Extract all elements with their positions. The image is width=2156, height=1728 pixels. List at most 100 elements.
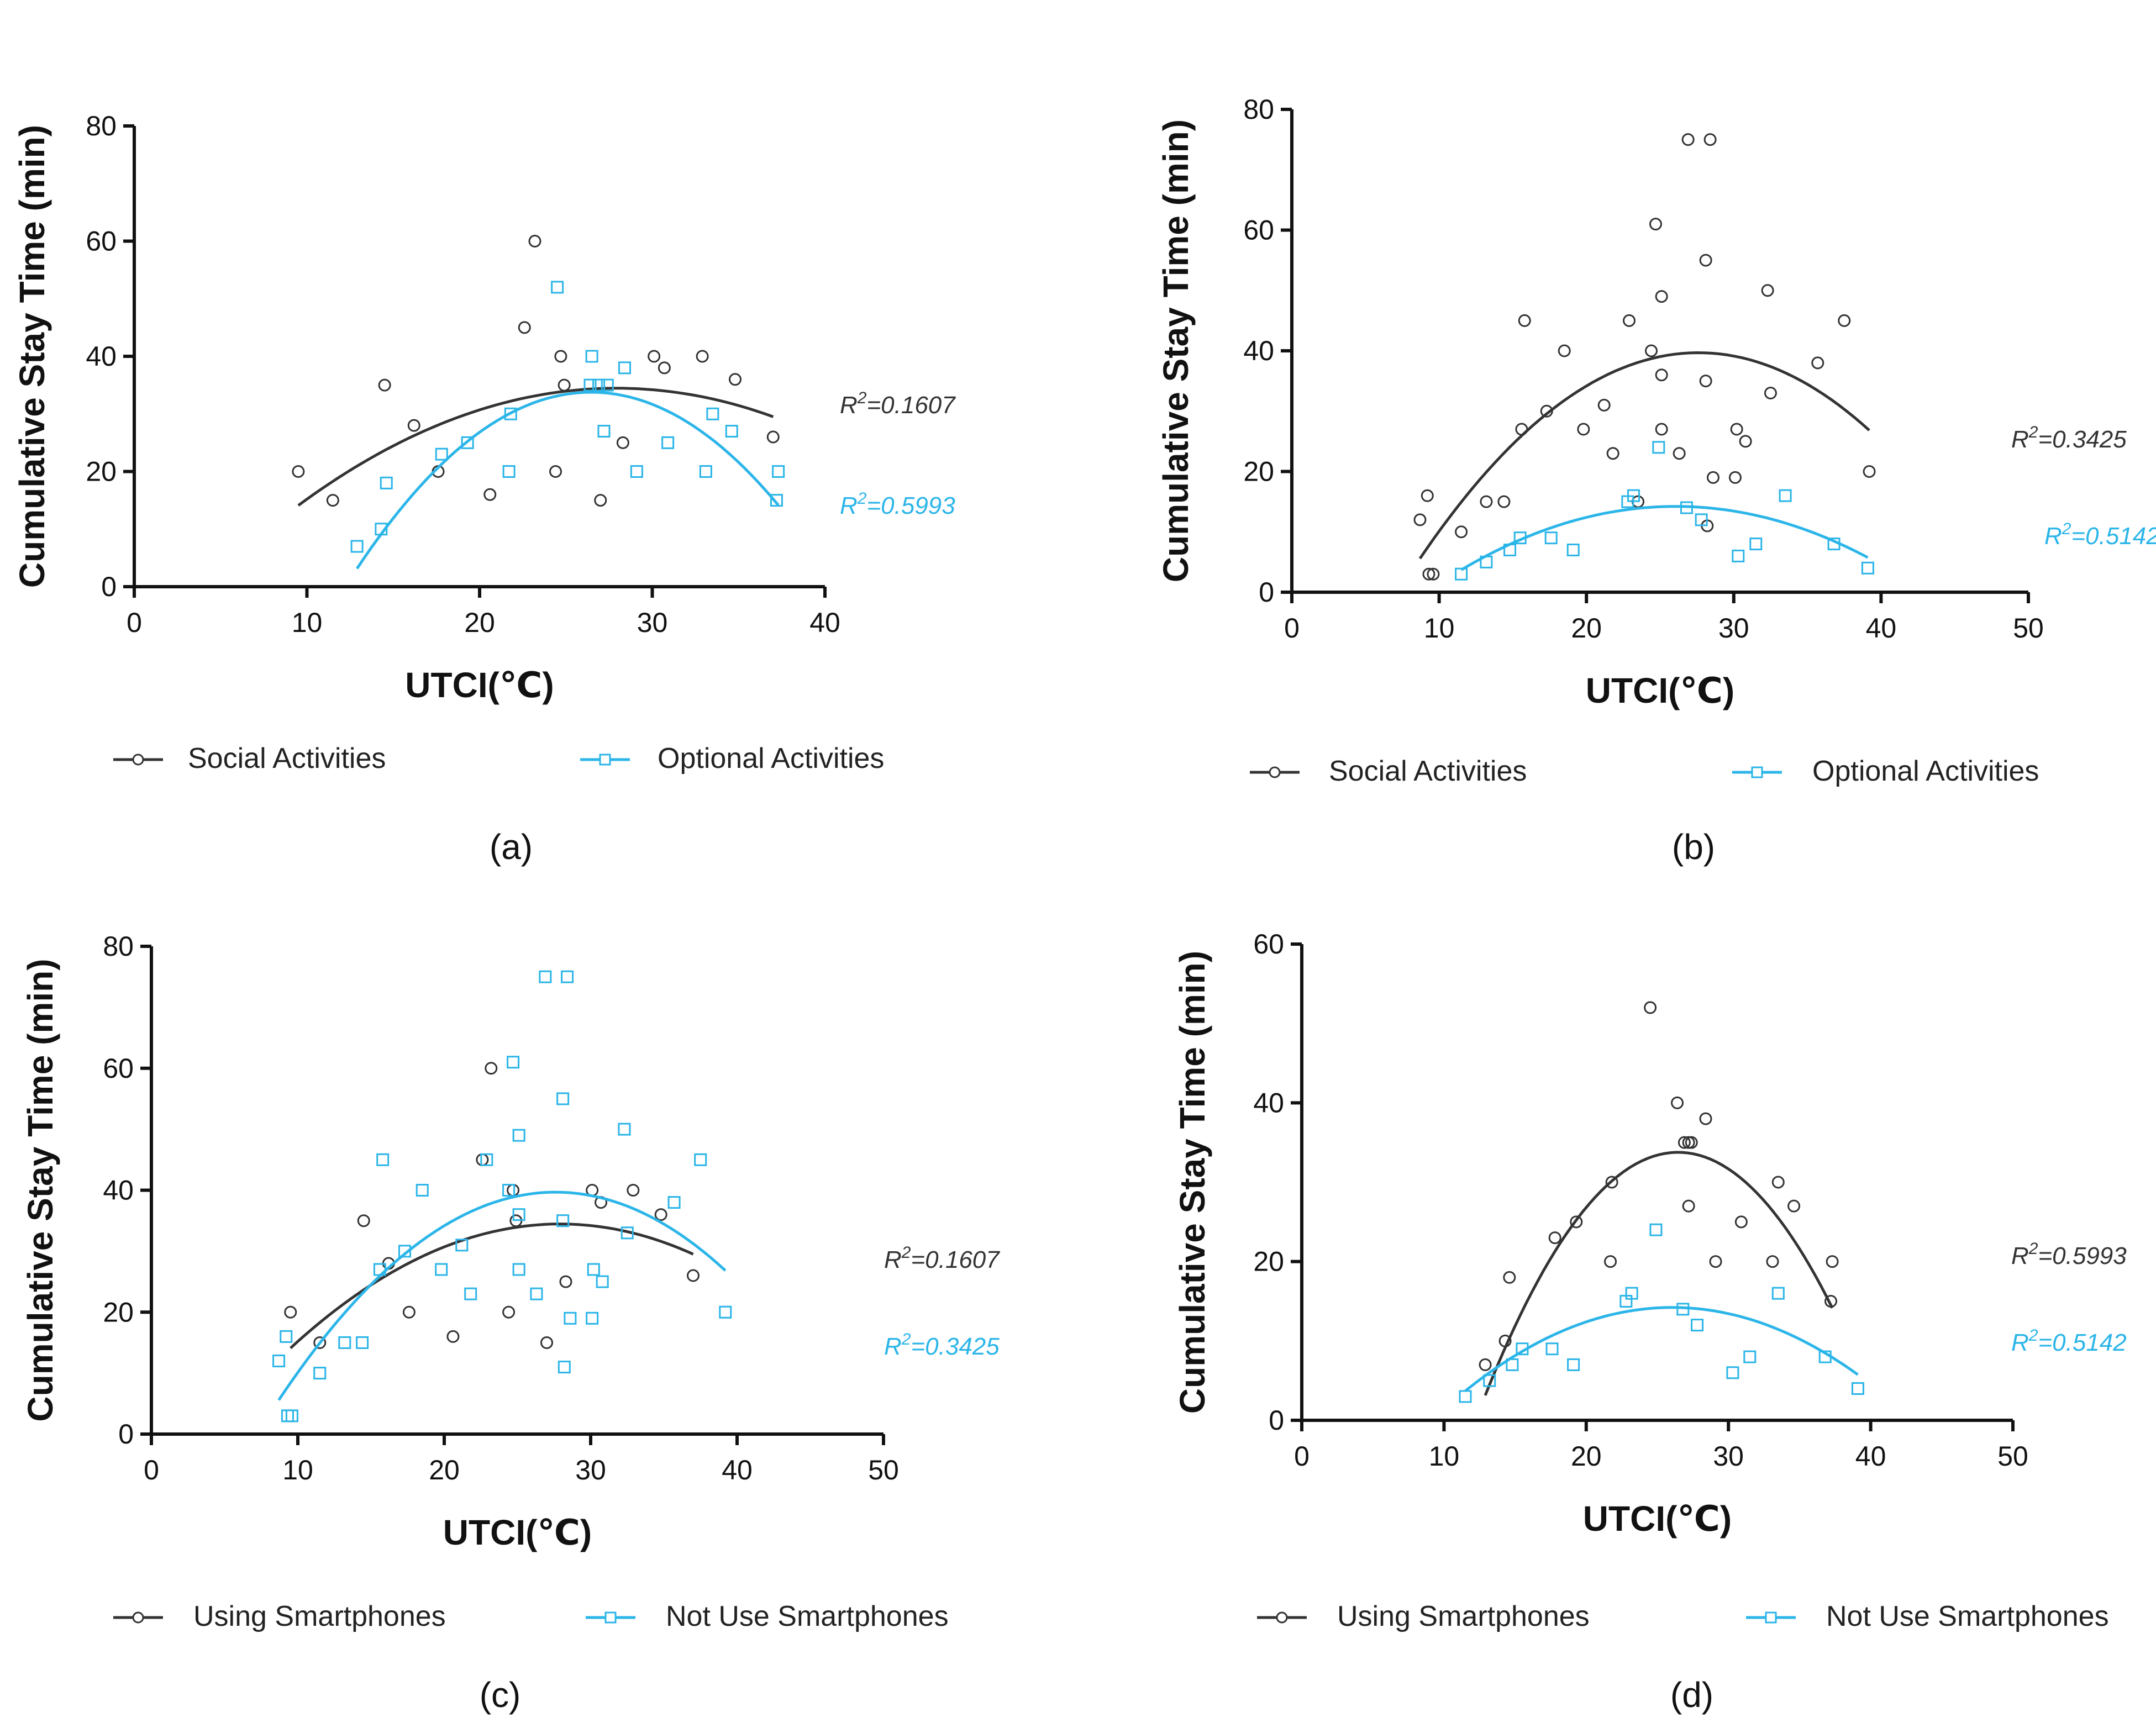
legend-entry: Social Activities (1250, 755, 1527, 787)
y-tick-label: 20 (1253, 1246, 1284, 1277)
data-point (1695, 513, 1708, 526)
data-point (1427, 567, 1440, 581)
data-point (667, 1196, 681, 1209)
legend-marker (132, 754, 144, 766)
data-point (1421, 489, 1434, 502)
data-point (1518, 314, 1531, 327)
data-point (729, 373, 742, 386)
x-tick-label: 0 (1284, 613, 1300, 644)
data-point (596, 1275, 609, 1288)
data-point (1685, 1136, 1698, 1149)
data-point (528, 235, 541, 247)
data-point (1422, 567, 1435, 581)
data-point (1787, 1199, 1801, 1213)
r-squared-label: R2=0.1607 (840, 389, 956, 419)
data-point (1455, 525, 1468, 539)
data-point (507, 1184, 520, 1197)
data-point (1652, 441, 1665, 454)
data-point (380, 476, 393, 489)
x-tick-label: 50 (2013, 613, 2044, 644)
data-point (1480, 495, 1493, 508)
data-point (1570, 1215, 1583, 1229)
data-point (1604, 1255, 1617, 1268)
legend-label: Not Use Smartphones (1826, 1600, 2109, 1632)
data-point (551, 281, 564, 294)
legend-marker (1765, 1611, 1777, 1624)
fit-curve (290, 1223, 694, 1350)
data-point (313, 1367, 327, 1380)
y-axis-label: Cumulative Stay Time (min) (1156, 119, 1196, 582)
y-tick-label: 0 (101, 571, 117, 602)
legend-label: Optional Activities (658, 742, 884, 775)
data-point (272, 1355, 286, 1368)
data-point (1838, 314, 1851, 327)
data-point (1699, 254, 1712, 267)
legend-entry: Not Use Smartphones (1746, 1600, 2109, 1632)
legend-marker (604, 1611, 617, 1624)
data-point (280, 1330, 293, 1343)
data-point (313, 1336, 327, 1349)
y-tick-label: 40 (103, 1175, 134, 1206)
data-point (1734, 1215, 1748, 1229)
x-tick-label: 0 (127, 607, 142, 638)
data-point (1597, 398, 1611, 412)
fit-curve (1484, 1151, 1834, 1396)
data-point (558, 378, 571, 392)
data-point (512, 1129, 525, 1142)
data-point (658, 361, 671, 375)
y-tick-label: 60 (1253, 929, 1284, 960)
data-point (483, 488, 497, 501)
data-point (699, 465, 712, 478)
fit-curve (356, 391, 780, 570)
data-point (376, 1153, 390, 1166)
data-point (648, 350, 661, 363)
data-point (1545, 1342, 1559, 1356)
data-point (592, 378, 606, 392)
data-point (284, 1305, 297, 1319)
data-point (661, 436, 675, 449)
data-point (1709, 1255, 1722, 1268)
data-point (435, 447, 448, 461)
data-point (512, 1263, 525, 1276)
y-tick-label: 80 (103, 931, 134, 962)
fit-curve (1464, 1306, 1859, 1392)
panel-caption: (c) (480, 1675, 521, 1715)
legend-label: Not Use Smartphones (666, 1600, 949, 1632)
data-point (502, 1184, 516, 1197)
legend-label: Social Activities (188, 742, 386, 775)
data-point (1655, 368, 1668, 382)
panel-caption: (d) (1670, 1675, 1713, 1715)
x-axis-label: UTCI(℃) (1583, 1499, 1732, 1539)
y-tick-label: 0 (1259, 577, 1274, 608)
data-point (1706, 471, 1719, 484)
data-point (549, 465, 562, 478)
data-point (1577, 423, 1590, 436)
legend-label: Using Smartphones (1337, 1600, 1590, 1632)
data-point (338, 1336, 351, 1349)
data-point (1655, 290, 1668, 303)
x-tick-label: 40 (722, 1455, 753, 1485)
data-point (292, 465, 305, 478)
data-point (1764, 386, 1777, 399)
data-point (1483, 1374, 1496, 1387)
data-point (618, 361, 631, 375)
data-point (1516, 1342, 1529, 1356)
y-tick-label: 20 (86, 456, 117, 487)
legend-entry: Optional Activities (1732, 755, 2039, 787)
series-2: R2=0.3425 (272, 970, 1000, 1423)
x-tick-label: 30 (1718, 613, 1749, 644)
data-point (512, 1208, 525, 1221)
data-point (1699, 1112, 1712, 1125)
legend-label: Using Smartphones (193, 1600, 446, 1632)
legend-marker (1269, 766, 1281, 778)
legend-entry: Using Smartphones (113, 1600, 446, 1632)
r-squared-label: R2=0.5142 (2044, 520, 2156, 550)
r-squared-label: R2=0.5142 (2011, 1326, 2127, 1356)
data-point (485, 1062, 498, 1075)
data-point (1766, 1255, 1779, 1268)
data-point (1479, 1358, 1492, 1371)
data-point (1566, 544, 1580, 557)
data-point (1771, 1287, 1785, 1300)
data-point (1827, 538, 1841, 551)
